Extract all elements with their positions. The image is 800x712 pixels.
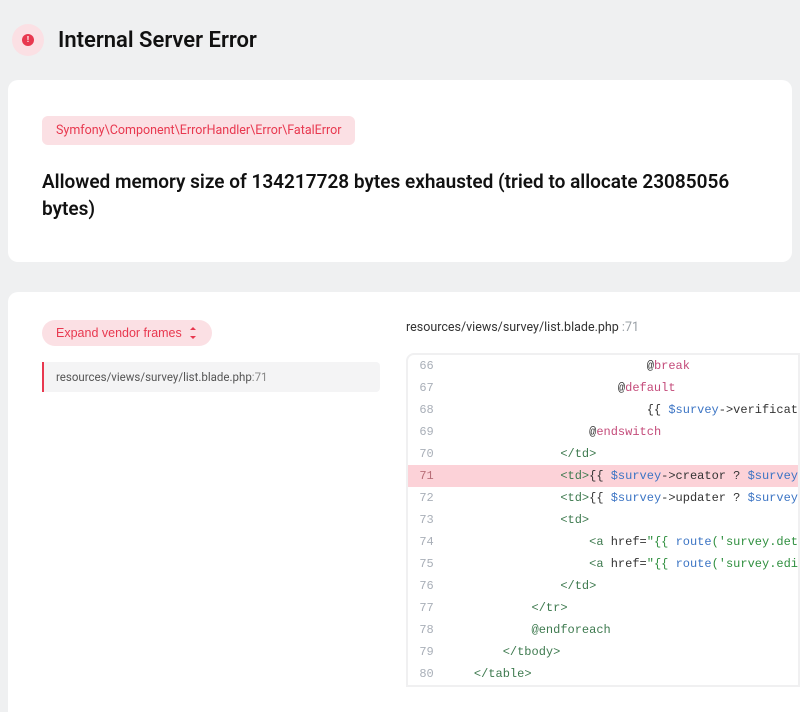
code-viewer: 66 @break67 @default68 {{ $survey->verif…	[406, 353, 800, 687]
page-title: Internal Server Error	[58, 28, 257, 53]
code-line-number: 71	[408, 465, 445, 487]
code-line-number: 79	[408, 641, 445, 663]
code-line: 67 @default	[408, 377, 798, 399]
code-line-source: <a href="{{ route('survey.det	[445, 531, 798, 553]
code-line-source: @break	[445, 355, 798, 377]
code-line: 76 </td>	[408, 575, 798, 597]
code-line-number: 70	[408, 443, 445, 465]
code-line-number: 69	[408, 421, 445, 443]
code-line-source: </td>	[445, 575, 798, 597]
expand-vendor-frames-label: Expand vendor frames	[56, 326, 182, 340]
stack-frame-path: resources/views/survey/list.blade.php	[56, 370, 252, 384]
code-line: 69 @endswitch	[408, 421, 798, 443]
code-line-source: <td>{{ $survey->creator ? $survey	[445, 465, 798, 487]
code-line-number: 74	[408, 531, 445, 553]
code-line: 78 @endforeach	[408, 619, 798, 641]
code-line: 75 <a href="{{ route('survey.edi	[408, 553, 798, 575]
stack-frame-active[interactable]: resources/views/survey/list.blade.php:71	[42, 362, 380, 392]
page-header: ! Internal Server Error	[0, 0, 800, 80]
stack-frame-line: :71	[252, 370, 268, 384]
code-line-source: </td>	[445, 443, 798, 465]
code-file-path-text: resources/views/survey/list.blade.php	[406, 320, 619, 335]
code-line-source: </table>	[445, 663, 798, 685]
code-line: 74 <a href="{{ route('survey.det	[408, 531, 798, 553]
code-line-source: <td>{{ $survey->updater ? $survey	[445, 487, 798, 509]
error-message: Allowed memory size of 134217728 bytes e…	[42, 169, 758, 222]
code-line: 80 </table>	[408, 663, 798, 685]
exclamation-icon: !	[22, 34, 34, 46]
code-panel: resources/views/survey/list.blade.php :7…	[406, 320, 800, 687]
code-line-number: 76	[408, 575, 445, 597]
code-line-number: 73	[408, 509, 445, 531]
sort-icon	[188, 327, 198, 339]
expand-vendor-frames-button[interactable]: Expand vendor frames	[42, 320, 212, 346]
error-class-badge: Symfony\Component\ErrorHandler\Error\Fat…	[42, 116, 355, 145]
code-line-source: @endforeach	[445, 619, 798, 641]
code-line-number: 78	[408, 619, 445, 641]
code-line-source: </tbody>	[445, 641, 798, 663]
code-line: 73 <td>	[408, 509, 798, 531]
code-file-path: resources/views/survey/list.blade.php :7…	[406, 320, 800, 335]
code-line-number: 77	[408, 597, 445, 619]
error-icon: !	[12, 24, 44, 56]
code-line-source: <td>	[445, 509, 798, 531]
code-line: 71 <td>{{ $survey->creator ? $survey	[408, 465, 798, 487]
code-line: 70 </td>	[408, 443, 798, 465]
stack-trace-card: Expand vendor frames resources/views/sur…	[8, 292, 800, 712]
code-line-source: {{ $survey->verificat	[445, 399, 798, 421]
code-line: 77 </tr>	[408, 597, 798, 619]
code-line-source: </tr>	[445, 597, 798, 619]
code-line-source: @endswitch	[445, 421, 798, 443]
code-line-number: 68	[408, 399, 445, 421]
code-line-number: 72	[408, 487, 445, 509]
code-line: 68 {{ $survey->verificat	[408, 399, 798, 421]
error-summary-card: Symfony\Component\ErrorHandler\Error\Fat…	[8, 80, 792, 262]
code-line: 66 @break	[408, 355, 798, 377]
code-line: 72 <td>{{ $survey->updater ? $survey	[408, 487, 798, 509]
stack-frames-panel: Expand vendor frames resources/views/sur…	[42, 320, 380, 687]
code-line-number: 80	[408, 663, 445, 685]
code-line-number: 66	[408, 355, 445, 377]
code-line-number: 67	[408, 377, 445, 399]
code-line-source: <a href="{{ route('survey.edi	[445, 553, 798, 575]
code-line: 79 </tbody>	[408, 641, 798, 663]
code-file-path-line: :71	[622, 320, 639, 335]
code-line-source: @default	[445, 377, 798, 399]
code-line-number: 75	[408, 553, 445, 575]
